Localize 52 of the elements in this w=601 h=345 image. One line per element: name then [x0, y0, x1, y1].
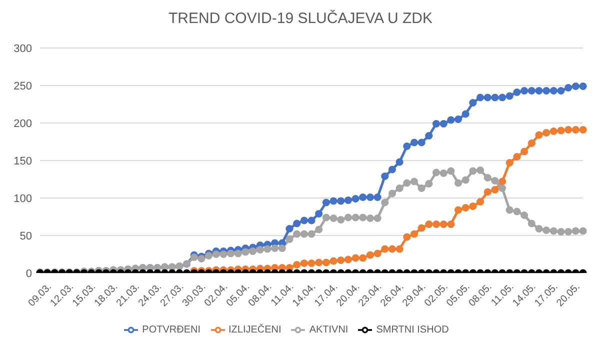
y-tick-label: 50: [20, 230, 32, 242]
point: [308, 259, 316, 268]
legend-label: POTVRĐENI: [142, 324, 201, 336]
legend-label: SMRTNI ISHOD: [376, 324, 449, 336]
y-tick-label: 200: [14, 118, 32, 130]
point: [410, 230, 418, 238]
y-tick-label: 0: [26, 268, 32, 280]
point: [381, 245, 389, 253]
point: [366, 251, 374, 259]
point: [359, 254, 367, 262]
point: [322, 258, 330, 266]
point: [344, 256, 352, 264]
point: [506, 158, 514, 167]
point: [572, 126, 580, 134]
point: [425, 220, 433, 228]
point: [432, 220, 440, 228]
point: [337, 256, 345, 264]
point: [330, 257, 338, 265]
chart-title: TREND COVID-19 SLUČAJEVA U ZDK: [168, 10, 434, 27]
point: [469, 202, 477, 210]
point: [484, 188, 492, 196]
point: [440, 220, 448, 228]
point: [476, 198, 484, 206]
point: [513, 152, 521, 161]
point: [403, 233, 411, 241]
point: [579, 126, 587, 134]
legend-label: AKTIVNI: [309, 324, 348, 336]
point: [550, 127, 558, 136]
point: [535, 131, 543, 139]
y-tick-label: 250: [14, 80, 32, 92]
point: [315, 258, 323, 266]
legend-label: IZLIJEČENI: [228, 324, 282, 336]
point: [300, 259, 308, 268]
point: [388, 245, 396, 253]
y-tick-label: 100: [14, 192, 32, 205]
point: [498, 178, 506, 186]
point: [564, 126, 572, 134]
point: [520, 148, 528, 156]
point: [462, 204, 470, 212]
point: [557, 126, 565, 134]
point: [352, 254, 360, 262]
point: [293, 260, 301, 269]
point: [396, 245, 404, 253]
point: [418, 224, 426, 232]
y-tick-label: 150: [14, 155, 32, 168]
point: [528, 139, 536, 148]
point: [447, 220, 455, 228]
y-tick-label: 300: [14, 42, 32, 55]
point: [454, 206, 462, 214]
point: [491, 186, 499, 194]
point: [542, 128, 550, 137]
point: [374, 250, 382, 258]
